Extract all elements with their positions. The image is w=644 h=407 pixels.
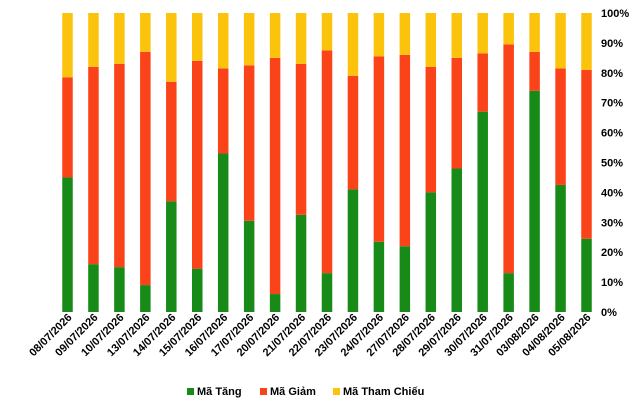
bar-segment-ma-tang-12 xyxy=(373,241,385,312)
bar-segment-ma-giam-3 xyxy=(140,51,151,286)
bar-segment-ma-giam-6 xyxy=(217,68,229,154)
y-tick-label: 20% xyxy=(601,247,623,259)
bar-segment-ma-giam-2 xyxy=(114,63,125,268)
bar-segment-ma-giam-1 xyxy=(88,66,99,265)
bar-segment-ma-tang-5 xyxy=(192,268,203,312)
legend-swatch-ma-giam xyxy=(260,388,267,395)
bar-segment-ma-tham-chieu-5 xyxy=(192,13,203,61)
bar-segment-ma-tang-6 xyxy=(217,153,229,312)
bar-segment-ma-giam-5 xyxy=(192,60,203,269)
y-axis-ticks: 0% 10% 20% 30% 40% 50% 60% 70% 80% 90% 100% xyxy=(601,8,629,319)
y-tick-label: 90% xyxy=(601,38,623,50)
legend-swatch-ma-tang xyxy=(187,388,194,395)
bar-segment-ma-tham-chieu-16 xyxy=(477,13,488,54)
bars-layer xyxy=(62,13,592,313)
bar-segment-ma-tham-chieu-18 xyxy=(529,13,540,52)
bar-segment-ma-tham-chieu-0 xyxy=(62,13,73,78)
bar-segment-ma-giam-18 xyxy=(529,51,540,91)
y-tick-label: 60% xyxy=(601,128,623,140)
y-tick-label: 30% xyxy=(601,217,623,229)
y-tick-label: 40% xyxy=(601,187,623,199)
bar-segment-ma-tham-chieu-3 xyxy=(140,13,151,52)
bar-segment-ma-tham-chieu-6 xyxy=(217,13,229,69)
bar-segment-ma-giam-10 xyxy=(321,50,333,274)
bar-segment-ma-giam-17 xyxy=(503,44,514,274)
bar-segment-ma-giam-4 xyxy=(166,81,177,202)
bar-segment-ma-tham-chieu-1 xyxy=(88,13,99,67)
legend-label-ma-giam: Mã Giảm xyxy=(270,386,316,398)
bar-segment-ma-giam-13 xyxy=(399,54,411,247)
x-axis-ticks: 08/07/202609/07/202610/07/202613/07/2026… xyxy=(27,312,593,359)
bar-segment-ma-tang-13 xyxy=(399,246,411,312)
bar-segment-ma-tang-20 xyxy=(581,238,592,312)
bar-segment-ma-tang-15 xyxy=(451,168,462,312)
bar-segment-ma-tang-11 xyxy=(347,189,359,312)
bar-segment-ma-tang-2 xyxy=(114,267,125,312)
bar-segment-ma-tham-chieu-20 xyxy=(581,13,592,70)
bar-segment-ma-tham-chieu-10 xyxy=(321,13,333,51)
bar-segment-ma-tham-chieu-12 xyxy=(373,13,385,57)
bar-segment-ma-tham-chieu-17 xyxy=(503,13,514,45)
legend-item-ma-giam: Mã Giảm xyxy=(260,386,316,398)
bar-segment-ma-tham-chieu-8 xyxy=(269,13,281,58)
bar-segment-ma-giam-19 xyxy=(555,68,566,185)
bar-segment-ma-giam-14 xyxy=(425,66,437,193)
legend: Mã Tăng Mã Giảm Mã Tham Chiếu xyxy=(187,386,424,398)
bar-segment-ma-tham-chieu-13 xyxy=(399,13,411,55)
bar-segment-ma-tham-chieu-4 xyxy=(166,13,177,82)
bar-segment-ma-giam-8 xyxy=(269,57,281,295)
legend-label-ma-tang: Mã Tăng xyxy=(197,386,242,398)
y-tick-label: 70% xyxy=(601,98,623,110)
bar-segment-ma-tang-9 xyxy=(295,214,307,312)
bar-segment-ma-giam-9 xyxy=(295,63,307,215)
bar-segment-ma-giam-12 xyxy=(373,56,385,242)
bar-segment-ma-tham-chieu-2 xyxy=(114,13,125,64)
y-tick-label: 80% xyxy=(601,68,623,80)
bar-segment-ma-tang-7 xyxy=(243,220,255,312)
bar-segment-ma-tang-4 xyxy=(166,201,177,312)
bar-segment-ma-tang-3 xyxy=(140,285,151,312)
bar-segment-ma-tang-1 xyxy=(88,264,99,312)
bar-segment-ma-giam-20 xyxy=(581,69,592,239)
bar-segment-ma-tang-10 xyxy=(321,273,333,312)
bar-segment-ma-tang-0 xyxy=(62,177,73,312)
bar-segment-ma-tham-chieu-11 xyxy=(347,13,359,76)
bar-segment-ma-tang-14 xyxy=(425,192,437,312)
bar-segment-ma-giam-11 xyxy=(347,75,359,190)
bar-segment-ma-tham-chieu-15 xyxy=(451,13,462,58)
legend-label-ma-tham-chieu: Mã Tham Chiếu xyxy=(343,386,424,398)
bar-segment-ma-tham-chieu-7 xyxy=(243,13,255,66)
bar-segment-ma-tham-chieu-9 xyxy=(295,13,307,64)
legend-item-ma-tang: Mã Tăng xyxy=(187,386,242,398)
y-tick-label: 100% xyxy=(601,8,629,20)
bar-segment-ma-tang-18 xyxy=(529,90,540,313)
bar-segment-ma-giam-7 xyxy=(243,65,255,221)
bar-segment-ma-tang-8 xyxy=(269,294,281,312)
legend-item-ma-tham-chieu: Mã Tham Chiếu xyxy=(333,386,424,398)
bar-segment-ma-tang-19 xyxy=(555,184,566,312)
bar-segment-ma-tham-chieu-19 xyxy=(555,13,566,69)
y-tick-label: 10% xyxy=(601,277,623,289)
bar-segment-ma-tang-17 xyxy=(503,273,514,312)
legend-swatch-ma-tham-chieu xyxy=(333,388,340,395)
bar-segment-ma-giam-16 xyxy=(477,53,488,112)
y-tick-label: 50% xyxy=(601,158,623,170)
bar-segment-ma-giam-15 xyxy=(451,57,462,169)
bar-segment-ma-giam-0 xyxy=(62,77,73,178)
y-tick-label: 0% xyxy=(601,307,617,319)
bar-segment-ma-tham-chieu-14 xyxy=(425,13,437,67)
bar-segment-ma-tang-16 xyxy=(477,111,488,312)
